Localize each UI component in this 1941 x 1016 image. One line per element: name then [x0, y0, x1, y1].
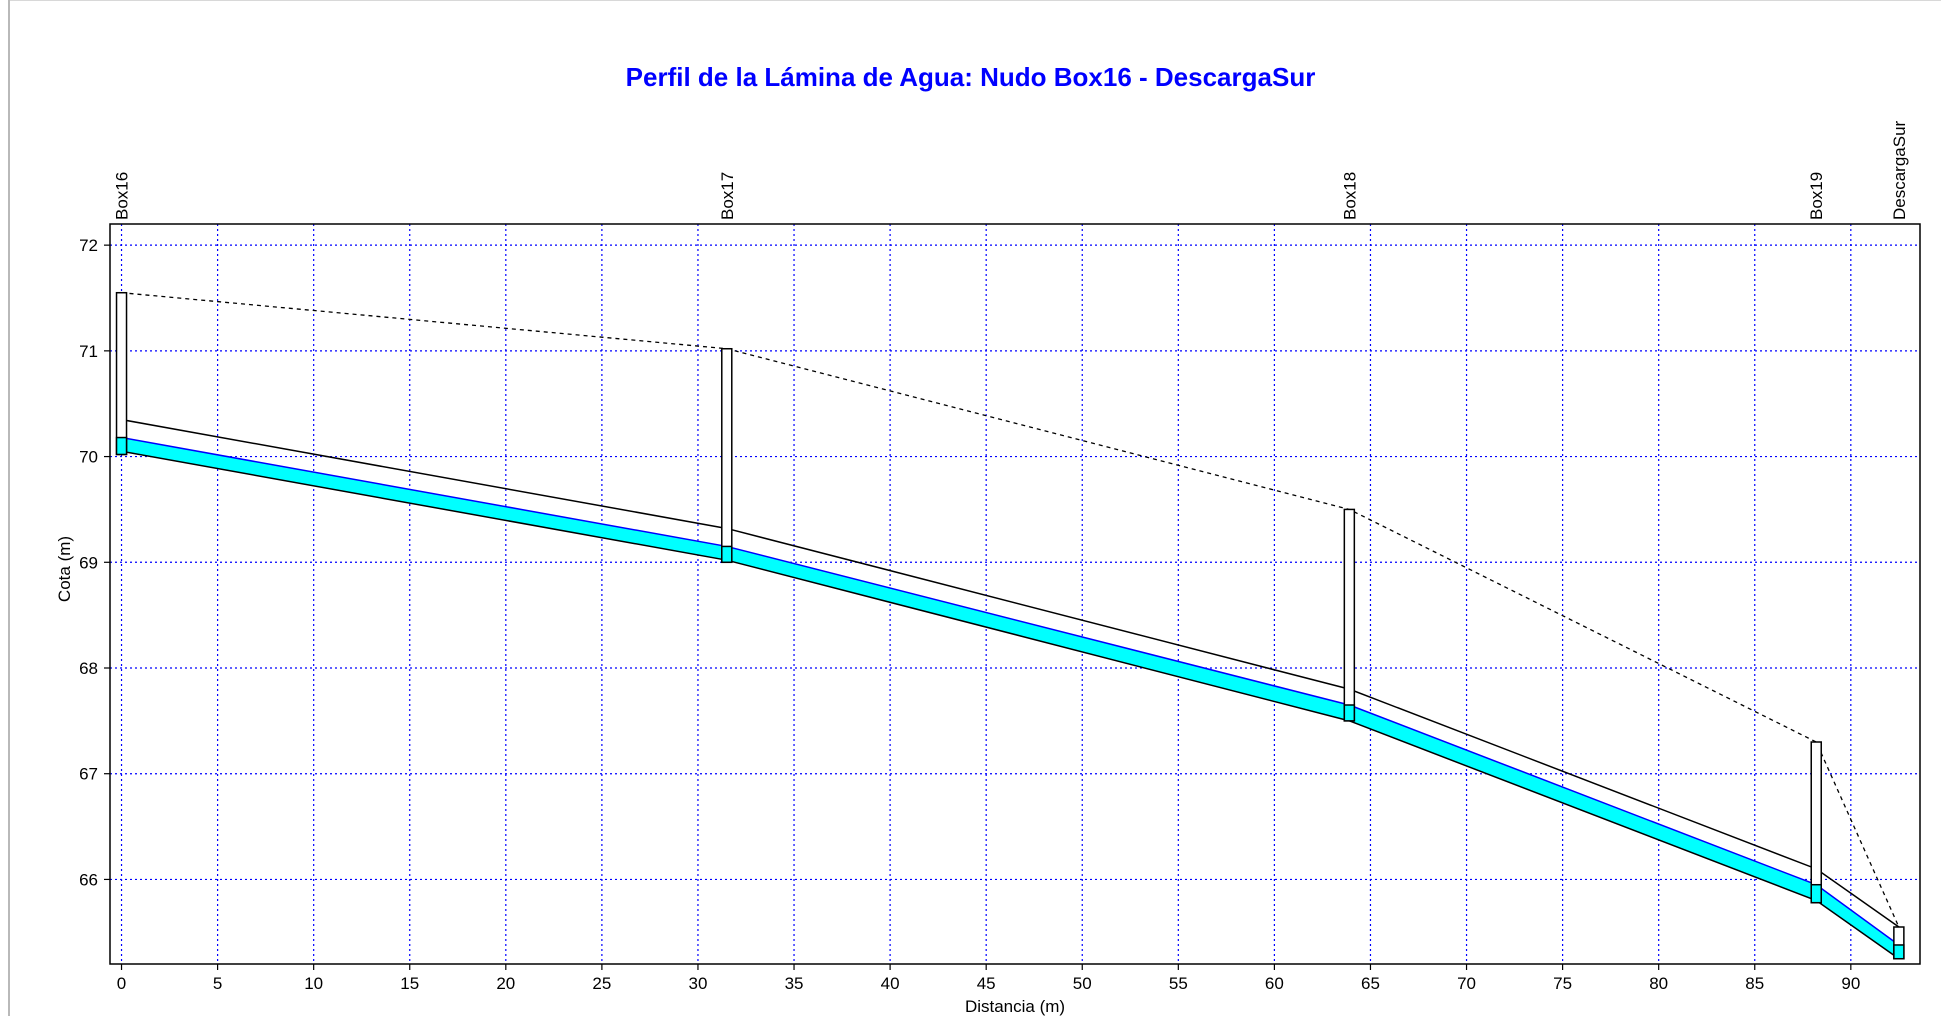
node-label-descargasur: DescargaSur: [1890, 120, 1909, 220]
x-tick-label: 60: [1265, 974, 1284, 993]
y-tick-label: 67: [79, 765, 98, 784]
node-box: [721, 347, 733, 564]
plot-border: [109, 223, 1921, 965]
water-surface-line: [121, 436, 1900, 946]
node-box: [115, 291, 128, 456]
y-tick-label: 70: [79, 448, 98, 467]
node-layer: Box16 Box17 Box18 Box19 DescargaSur: [113, 120, 1909, 960]
node-water-level: [1810, 883, 1822, 904]
node-water-level: [1343, 704, 1356, 722]
x-tick-label: 30: [689, 974, 708, 993]
node-box: [1810, 741, 1822, 904]
y-tick-label: 71: [79, 342, 98, 361]
node-water-level: [721, 545, 733, 564]
y-tick-label: 66: [79, 870, 98, 889]
x-tick-label: 20: [496, 974, 515, 993]
conduit-bottom-line: [121, 450, 1900, 960]
x-tick-label: 55: [1169, 974, 1188, 993]
ground-line: [121, 292, 1900, 928]
x-tick-label: 10: [304, 974, 323, 993]
x-tick-label: 85: [1745, 974, 1764, 993]
x-tick-label: 75: [1553, 974, 1572, 993]
x-tick-label: 15: [400, 974, 419, 993]
x-tick-label: 45: [977, 974, 996, 993]
grid-layer: [110, 224, 1920, 964]
x-tick-label: 65: [1361, 974, 1380, 993]
node-label-box17: Box17: [718, 172, 737, 220]
node-water-level: [1893, 944, 1905, 960]
x-tick-label: 50: [1073, 974, 1092, 993]
window-left-border: [8, 0, 10, 1016]
node-box: [1343, 508, 1356, 722]
water-fill: [121, 437, 1899, 959]
x-tick-label: 80: [1649, 974, 1668, 993]
x-tick-label: 25: [592, 974, 611, 993]
node-label-box19: Box19: [1807, 172, 1826, 220]
y-tick-label: 72: [79, 236, 98, 255]
chart-title: Perfil de la Lámina de Agua: Nudo Box16 …: [625, 62, 1316, 92]
y-tick-label: 69: [79, 553, 98, 572]
node-label-box16: Box16: [113, 172, 132, 220]
node-water-level: [115, 436, 128, 456]
node-label-box18: Box18: [1340, 172, 1359, 220]
x-tick-label: 90: [1841, 974, 1860, 993]
window-top-border: [10, 0, 1941, 1]
y-axis-label: Cota (m): [55, 536, 74, 602]
water-layer: [121, 437, 1899, 959]
x-tick-label: 70: [1457, 974, 1476, 993]
x-tick-label: 0: [117, 974, 126, 993]
x-tick-label: 35: [785, 974, 804, 993]
x-tick-label: 40: [881, 974, 900, 993]
y-tick-label: 68: [79, 659, 98, 678]
x-axis-label: Distancia (m): [965, 997, 1065, 1016]
tick-layer: 0 5 10 15 20 25 30 35 40 45 50 55 60 65 70 75 80 85 90 72 71…: [79, 236, 1860, 993]
x-tick-label: 5: [213, 974, 222, 993]
